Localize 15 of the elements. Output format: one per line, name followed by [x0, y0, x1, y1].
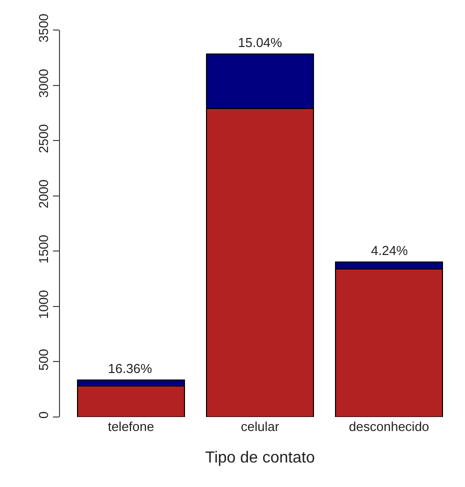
annotation: 16.36% — [108, 361, 153, 376]
y-tick-label: 2500 — [36, 124, 51, 154]
y-tick-label: 0 — [36, 411, 51, 419]
y-tick-label: 3500 — [36, 14, 51, 43]
y-tick-label: 500 — [36, 348, 51, 371]
y-tick-label: 1500 — [36, 234, 51, 264]
annotation: 4.24% — [371, 243, 408, 258]
y-tick-label: 2000 — [36, 179, 51, 208]
x-tick-label: telefone — [108, 419, 154, 434]
x-tick-label: celular — [240, 419, 280, 434]
y-tick-label: 1000 — [36, 290, 51, 319]
x-tick-label: desconhecido — [348, 419, 430, 434]
annotation: 15.04% — [238, 35, 283, 50]
x-axis-title: Tipo de contato — [205, 450, 315, 467]
y-tick-label: 3000 — [36, 68, 51, 98]
